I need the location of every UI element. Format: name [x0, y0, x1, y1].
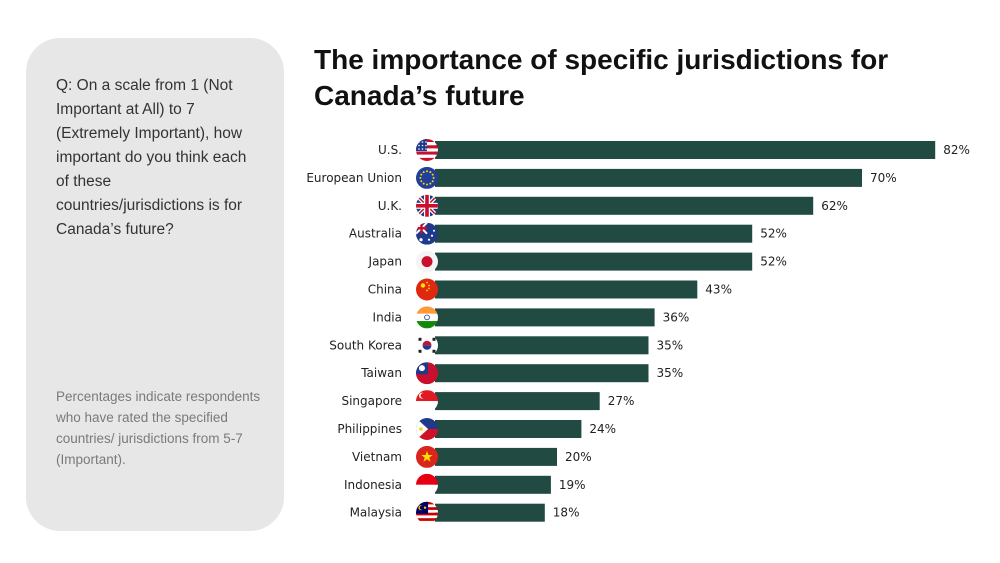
china-flag-icon	[416, 278, 438, 301]
category-label: Vietnam	[352, 450, 402, 464]
value-label: 18%	[553, 506, 580, 520]
value-label: 43%	[705, 283, 732, 297]
value-label: 35%	[657, 338, 684, 352]
value-label: 82%	[943, 143, 970, 157]
category-label: European Union	[306, 171, 402, 185]
value-label: 20%	[565, 450, 592, 464]
bar	[435, 308, 655, 327]
bar	[435, 141, 936, 159]
value-label: 52%	[760, 227, 787, 241]
australia-flag-icon	[416, 222, 438, 245]
value-label: 24%	[589, 422, 616, 436]
bar	[435, 447, 557, 466]
taiwan-flag-icon	[416, 362, 438, 385]
category-label: Malaysia	[350, 506, 402, 520]
bar	[435, 420, 582, 438]
category-label: U.S.	[378, 143, 402, 157]
bar	[435, 392, 600, 411]
value-label: 62%	[821, 199, 848, 213]
japan-flag-icon	[416, 250, 438, 273]
category-label: Taiwan	[360, 366, 402, 380]
bar	[435, 196, 814, 215]
category-label: Japan	[368, 255, 402, 269]
india-flag-icon	[416, 306, 438, 329]
south-korea-flag-icon	[416, 334, 438, 357]
value-label: 27%	[608, 394, 635, 408]
category-label: Singapore	[341, 394, 402, 408]
category-label: U.K.	[378, 199, 402, 213]
value-label: 52%	[760, 255, 787, 269]
value-label: 35%	[657, 366, 684, 380]
bar	[435, 224, 753, 243]
philippines-flag-icon	[416, 418, 438, 440]
bar	[435, 336, 649, 355]
bar-chart: U.S. 82% European Union 70% U.K. 62% Australia…	[306, 139, 970, 524]
category-label: India	[373, 310, 402, 324]
bar	[435, 280, 698, 299]
us-flag-icon	[416, 139, 438, 161]
percentage-note: Percentages indicate respondents who hav…	[56, 389, 261, 467]
eu-flag-icon	[416, 166, 438, 189]
category-label: South Korea	[329, 338, 402, 352]
bar	[435, 252, 753, 271]
vietnam-flag-icon	[416, 445, 438, 468]
bar	[435, 168, 862, 187]
question-panel: Q: On a scale from 1 (Not Important at A…	[26, 38, 284, 531]
bar	[435, 364, 649, 383]
category-label: China	[368, 283, 402, 297]
category-label: Philippines	[337, 422, 402, 436]
value-label: 70%	[870, 171, 897, 185]
bar	[435, 475, 551, 494]
bar	[435, 503, 545, 522]
uk-flag-icon	[416, 194, 438, 217]
category-label: Indonesia	[344, 478, 402, 492]
chart-title: The importance of specific jurisdictions…	[314, 44, 889, 111]
malaysia-flag-icon	[416, 501, 438, 524]
category-label: Australia	[349, 227, 402, 241]
indonesia-flag-icon	[416, 473, 438, 496]
singapore-flag-icon	[416, 390, 438, 413]
value-label: 19%	[559, 478, 586, 492]
question-text: Q: On a scale from 1 (Not Important at A…	[56, 77, 247, 238]
value-label: 36%	[663, 310, 690, 324]
